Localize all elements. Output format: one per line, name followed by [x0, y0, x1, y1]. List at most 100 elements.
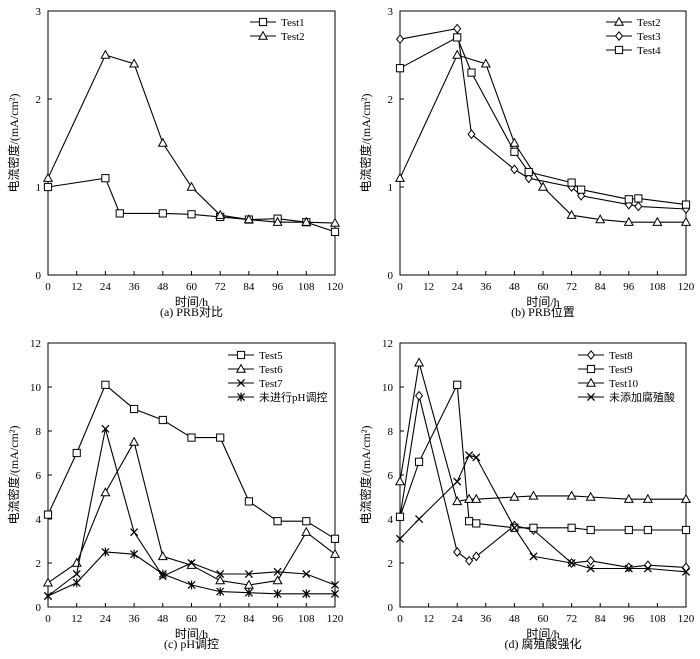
data-point [471, 493, 482, 503]
data-point [330, 227, 340, 236]
legend-marker [236, 392, 246, 402]
data-point [244, 497, 254, 506]
legend-entry: Test4 [606, 45, 661, 57]
y-tick-label: 2 [36, 94, 42, 106]
series-Test7 [43, 424, 340, 601]
legend-entry: 未添加腐殖酸 [578, 390, 675, 404]
data-point [302, 589, 311, 599]
data-point [681, 562, 691, 573]
data-point [43, 510, 53, 519]
x-tick-label: 120 [327, 281, 344, 293]
data-point [643, 564, 652, 573]
x-tick-label: 108 [649, 281, 666, 293]
legend-entry: Test7 [228, 378, 283, 390]
legend-label: Test9 [609, 364, 633, 376]
x-tick-label: 24 [100, 613, 112, 625]
plot-frame [47, 10, 336, 276]
data-point [302, 517, 311, 526]
data-point [42, 577, 54, 587]
legend-marker [614, 45, 624, 55]
legend-label: Test7 [259, 378, 283, 390]
data-point [537, 181, 549, 191]
data-point [215, 209, 226, 219]
data-point [680, 493, 692, 503]
data-point [510, 147, 519, 156]
y-tick-label: 1 [388, 182, 394, 194]
y-tick-label: 12 [30, 338, 41, 350]
x-tick-label: 0 [45, 613, 51, 625]
data-point [115, 209, 124, 218]
y-tick-label: 0 [388, 602, 394, 614]
legend-label: Test5 [259, 350, 283, 362]
y-tick-label: 6 [388, 470, 394, 482]
series-Test10 [394, 357, 692, 506]
series-Test5 [43, 380, 340, 543]
data-point [681, 200, 691, 209]
x-tick-label: 120 [678, 281, 695, 293]
data-point [480, 58, 491, 68]
legend-label: Test10 [609, 378, 639, 390]
series-line [399, 395, 687, 568]
x-tick-label: 36 [480, 281, 492, 293]
data-point [395, 64, 405, 73]
x-tick-label: 96 [272, 281, 284, 293]
data-point [301, 526, 312, 536]
y-tick-label: 3 [388, 6, 394, 18]
series-line [47, 177, 336, 233]
data-point [187, 580, 196, 590]
data-point [244, 588, 253, 598]
legend-marker [586, 350, 596, 360]
data-point [624, 195, 633, 204]
x-axis-label: 时间/h [175, 295, 208, 309]
data-point [624, 564, 633, 573]
x-axis-label: 时间/h [526, 627, 559, 641]
data-point [585, 491, 596, 501]
data-point [566, 490, 577, 500]
y-tick-label: 12 [382, 338, 393, 350]
y-tick-label: 10 [30, 382, 42, 394]
chart-panel-b: 0 12 24 36 48 60 72 84 96 108 1200123时间/h电流密度/(mA/… [358, 6, 695, 319]
series-Test6 [42, 436, 341, 589]
data-point [567, 558, 576, 568]
x-tick-label: 48 [157, 613, 169, 625]
data-point [586, 555, 595, 566]
legend-entry: 未进行pH调控 [228, 390, 327, 404]
data-point [595, 214, 606, 224]
data-point [394, 172, 406, 182]
data-point [100, 49, 111, 59]
x-axis-label: 时间/h [526, 295, 559, 309]
legend-marker [586, 392, 596, 402]
x-tick-label: 36 [129, 613, 141, 625]
series-Test4 [395, 33, 691, 209]
data-point [129, 436, 140, 446]
data-point [130, 528, 139, 537]
series-line [399, 362, 686, 503]
data-point [329, 548, 341, 558]
series-未添加腐殖酸 [395, 451, 691, 576]
legend-marker [257, 30, 269, 40]
x-tick-label: 120 [327, 613, 344, 625]
data-point [101, 380, 110, 389]
y-tick-label: 3 [36, 6, 42, 18]
series-line [399, 36, 687, 206]
x-tick-label: 12 [423, 613, 434, 625]
series-line [47, 54, 336, 224]
data-point [130, 549, 139, 559]
data-point [510, 164, 519, 175]
data-point [72, 578, 81, 588]
data-point [130, 404, 139, 414]
series-Test2 [42, 49, 341, 227]
data-point [395, 34, 405, 45]
plot-frame [399, 342, 687, 608]
legend-label: Test2 [637, 17, 661, 29]
data-point [330, 589, 340, 599]
series-line [399, 54, 686, 223]
legend-marker [258, 17, 268, 27]
legend-marker [235, 363, 247, 373]
data-point [623, 216, 634, 226]
data-point [216, 569, 225, 579]
data-point [465, 555, 474, 566]
legend-entry: Test8 [578, 350, 633, 362]
data-point [464, 493, 475, 503]
legend-marker [614, 31, 624, 41]
